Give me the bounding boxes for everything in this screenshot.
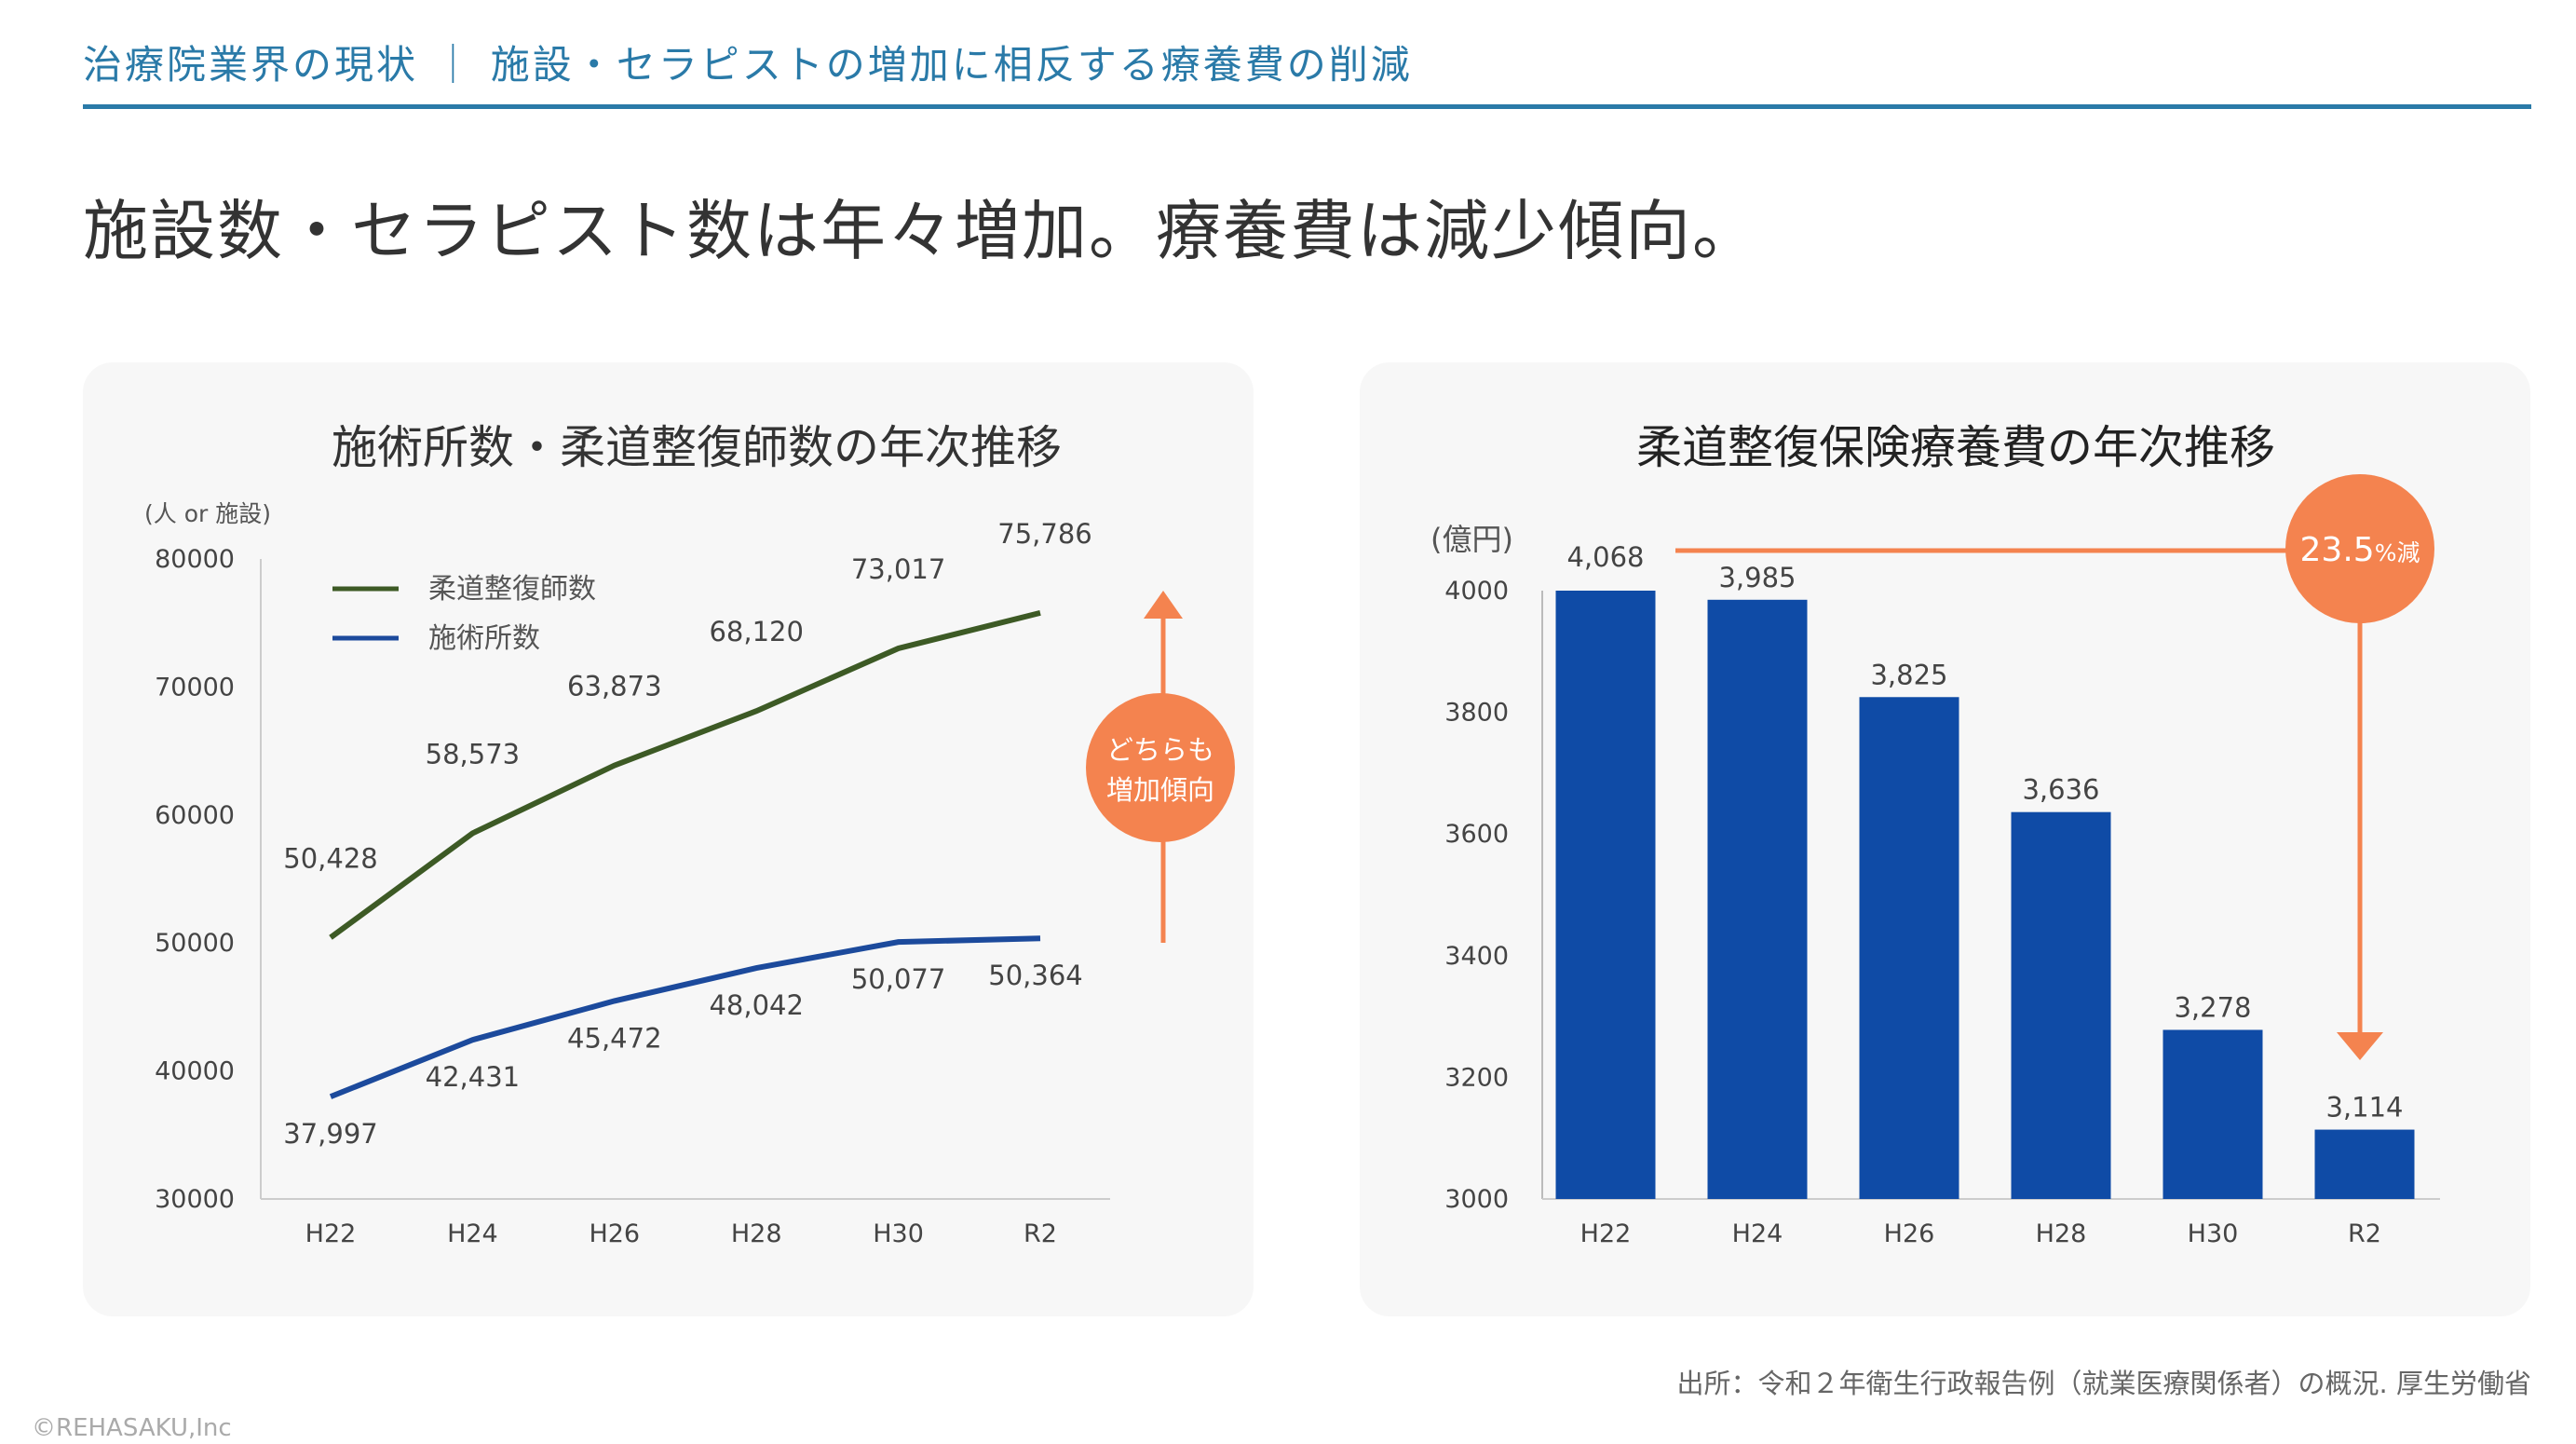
- bar: [2011, 811, 2111, 1199]
- header-divider: [83, 104, 2531, 109]
- x-tick-label: H30: [873, 1219, 924, 1248]
- bar-value-label: 3,825: [1870, 659, 1947, 690]
- x-tick-label: H24: [447, 1219, 498, 1248]
- increase-badge-line1: どちらも: [1106, 734, 1214, 766]
- y-tick-label: 3200: [1444, 1063, 1509, 1092]
- decrease-badge: [2285, 474, 2434, 623]
- x-tick-label: H22: [305, 1219, 357, 1248]
- line-chart-ylabel: (人 or 施設): [144, 500, 271, 527]
- y-tick-label: 80000: [155, 545, 235, 574]
- series-line-1: [329, 935, 1041, 1099]
- data-label: 68,120: [709, 616, 803, 647]
- data-label: 50,077: [851, 963, 945, 995]
- source-note: 出所：令和２年衛生行政報告例（就業医療関係者）の概況. 厚生労働省: [1676, 1368, 2531, 1399]
- up-arrow-icon: [1144, 591, 1183, 619]
- bar-value-label: 3,278: [2174, 991, 2251, 1023]
- x-tick-label: H26: [589, 1219, 640, 1248]
- section-name: 治療院業界の現状: [83, 42, 419, 88]
- down-arrow-icon: [2337, 1032, 2383, 1060]
- legend-label-green: 柔道整復師数: [428, 573, 596, 606]
- data-label: 42,431: [426, 1061, 520, 1093]
- section-subtitle: 施設・セラピストの増加に相反する療養費の削減: [490, 42, 1413, 88]
- bar: [1859, 697, 1959, 1199]
- page-title: 施設数・セラピスト数は年々増加。療養費は減少傾向。: [83, 193, 1759, 269]
- x-tick-label: R2: [1024, 1219, 1057, 1248]
- header-separator: ｜: [433, 42, 476, 88]
- x-tick-label: R2: [2348, 1219, 2381, 1248]
- data-label: 73,017: [851, 553, 945, 585]
- y-tick-label: 3800: [1444, 699, 1509, 728]
- line-chart-title: 施術所数・柔道整復師数の年次推移: [332, 421, 1062, 474]
- copyright: ©REHASAKU,Inc: [32, 1414, 232, 1442]
- data-label: 37,997: [283, 1118, 377, 1150]
- bar-value-label: 3,636: [2022, 774, 2099, 806]
- x-tick-label: H28: [2036, 1219, 2087, 1248]
- line-chart-panel: [83, 362, 1254, 1316]
- bar-value-label: 3,985: [1718, 562, 1796, 593]
- data-label: 75,786: [997, 518, 1091, 550]
- data-label: 58,573: [426, 738, 520, 770]
- y-tick-label: 30000: [155, 1185, 235, 1214]
- x-tick-label: H22: [1580, 1219, 1632, 1248]
- data-label: 63,873: [567, 671, 661, 702]
- y-tick-label: 50000: [155, 929, 235, 958]
- decrease-badge-text: 23.5%減: [2300, 531, 2420, 569]
- y-tick-label: 60000: [155, 801, 235, 830]
- bar: [2314, 1129, 2415, 1199]
- y-tick-label: 40000: [155, 1057, 235, 1086]
- y-tick-label: 3400: [1444, 942, 1509, 971]
- bar: [1555, 591, 1656, 1199]
- decrease-unit: %減: [2375, 539, 2420, 566]
- bar-value-label: 4,068: [1566, 541, 1644, 573]
- bar: [2162, 1029, 2263, 1199]
- data-label: 50,364: [988, 960, 1082, 991]
- bar-chart-title: 柔道整復保険療養費の年次推移: [1636, 421, 2275, 474]
- section-header: 治療院業界の現状 ｜ 施設・セラピストの増加に相反する療養費の削減: [83, 34, 1413, 90]
- increase-badge: [1086, 693, 1235, 842]
- data-label: 45,472: [567, 1022, 661, 1054]
- x-tick-label: H30: [2188, 1219, 2239, 1248]
- bar-value-label: 3,114: [2325, 1092, 2403, 1124]
- y-tick-label: 70000: [155, 673, 235, 702]
- series-line-0: [329, 609, 1041, 940]
- decrease-value: 23.5: [2300, 531, 2375, 569]
- x-tick-label: H26: [1884, 1219, 1935, 1248]
- y-tick-label: 4000: [1444, 577, 1509, 606]
- increase-badge-line2: 増加傾向: [1106, 774, 1214, 806]
- data-label: 48,042: [709, 989, 803, 1021]
- y-tick-label: 3000: [1444, 1185, 1509, 1214]
- y-tick-label: 3600: [1444, 820, 1509, 849]
- x-tick-label: H28: [731, 1219, 782, 1248]
- legend-label-blue: 施術所数: [428, 622, 540, 655]
- bar-chart-ylabel: (億円): [1430, 522, 1513, 557]
- bar: [1707, 599, 1808, 1199]
- data-label: 50,428: [283, 842, 377, 874]
- x-tick-label: H24: [1732, 1219, 1783, 1248]
